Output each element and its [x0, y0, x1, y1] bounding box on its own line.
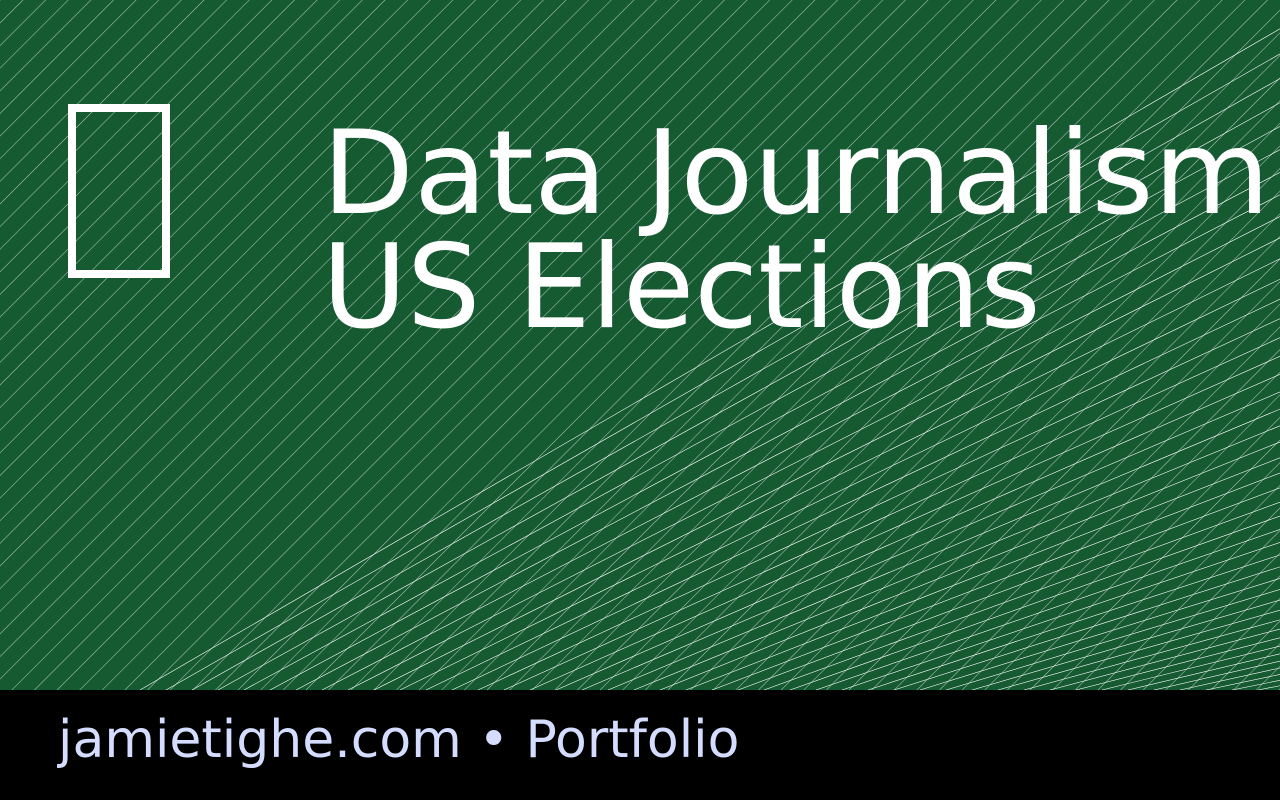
- background-line: [269, 149, 1280, 690]
- background-line: [815, 529, 1280, 690]
- background-line: [893, 566, 1280, 690]
- background-line: [1153, 660, 1280, 690]
- title-line: Data Journalism: [322, 106, 1270, 241]
- background-line: [243, 126, 1280, 690]
- background-line: [581, 391, 1280, 690]
- background-line: [347, 216, 1280, 690]
- background-line: [1179, 667, 1280, 690]
- background-line: [529, 355, 1280, 690]
- background-line: [789, 515, 1280, 690]
- background-line: [685, 457, 1280, 690]
- background-line: [165, 53, 1280, 690]
- icon-placeholder: [68, 104, 170, 278]
- background-line: [321, 194, 1280, 690]
- background-line: [997, 609, 1280, 690]
- background-line: [737, 487, 1280, 690]
- background-line: [971, 599, 1280, 690]
- background-line: [217, 102, 1280, 690]
- background-line: [451, 298, 1280, 690]
- background-line: [399, 258, 1280, 690]
- background-line: [191, 78, 1280, 690]
- footer-bar: [0, 690, 1280, 800]
- background-line: [1257, 685, 1280, 690]
- background-line: [477, 318, 1280, 690]
- background-line: [1049, 628, 1280, 690]
- background-fan: [139, 28, 1280, 690]
- background-line: [139, 28, 1280, 690]
- background-line: [1127, 653, 1280, 690]
- background-line: [763, 501, 1280, 690]
- background-line: [607, 408, 1280, 690]
- background-line: [373, 237, 1280, 690]
- background-line: [867, 554, 1280, 690]
- background-line: [503, 337, 1280, 690]
- background-line: [1101, 645, 1280, 690]
- background-line: [1023, 619, 1280, 690]
- background-line: [945, 589, 1280, 690]
- background-line: [1075, 637, 1280, 690]
- background-line: [841, 542, 1280, 690]
- background-line: [295, 172, 1280, 690]
- background-line: [1205, 674, 1280, 690]
- background-line: [711, 472, 1280, 690]
- background-line: [1231, 680, 1280, 690]
- background-line: [659, 441, 1280, 690]
- background-line: [425, 278, 1280, 690]
- title-line: US Elections: [322, 220, 1041, 355]
- background-line: [555, 374, 1280, 690]
- background-pattern: [0, 0, 1280, 690]
- background-line: [633, 425, 1280, 690]
- background-line: [919, 578, 1280, 690]
- footer-text: jamietighe.com • Portfolio: [57, 710, 739, 770]
